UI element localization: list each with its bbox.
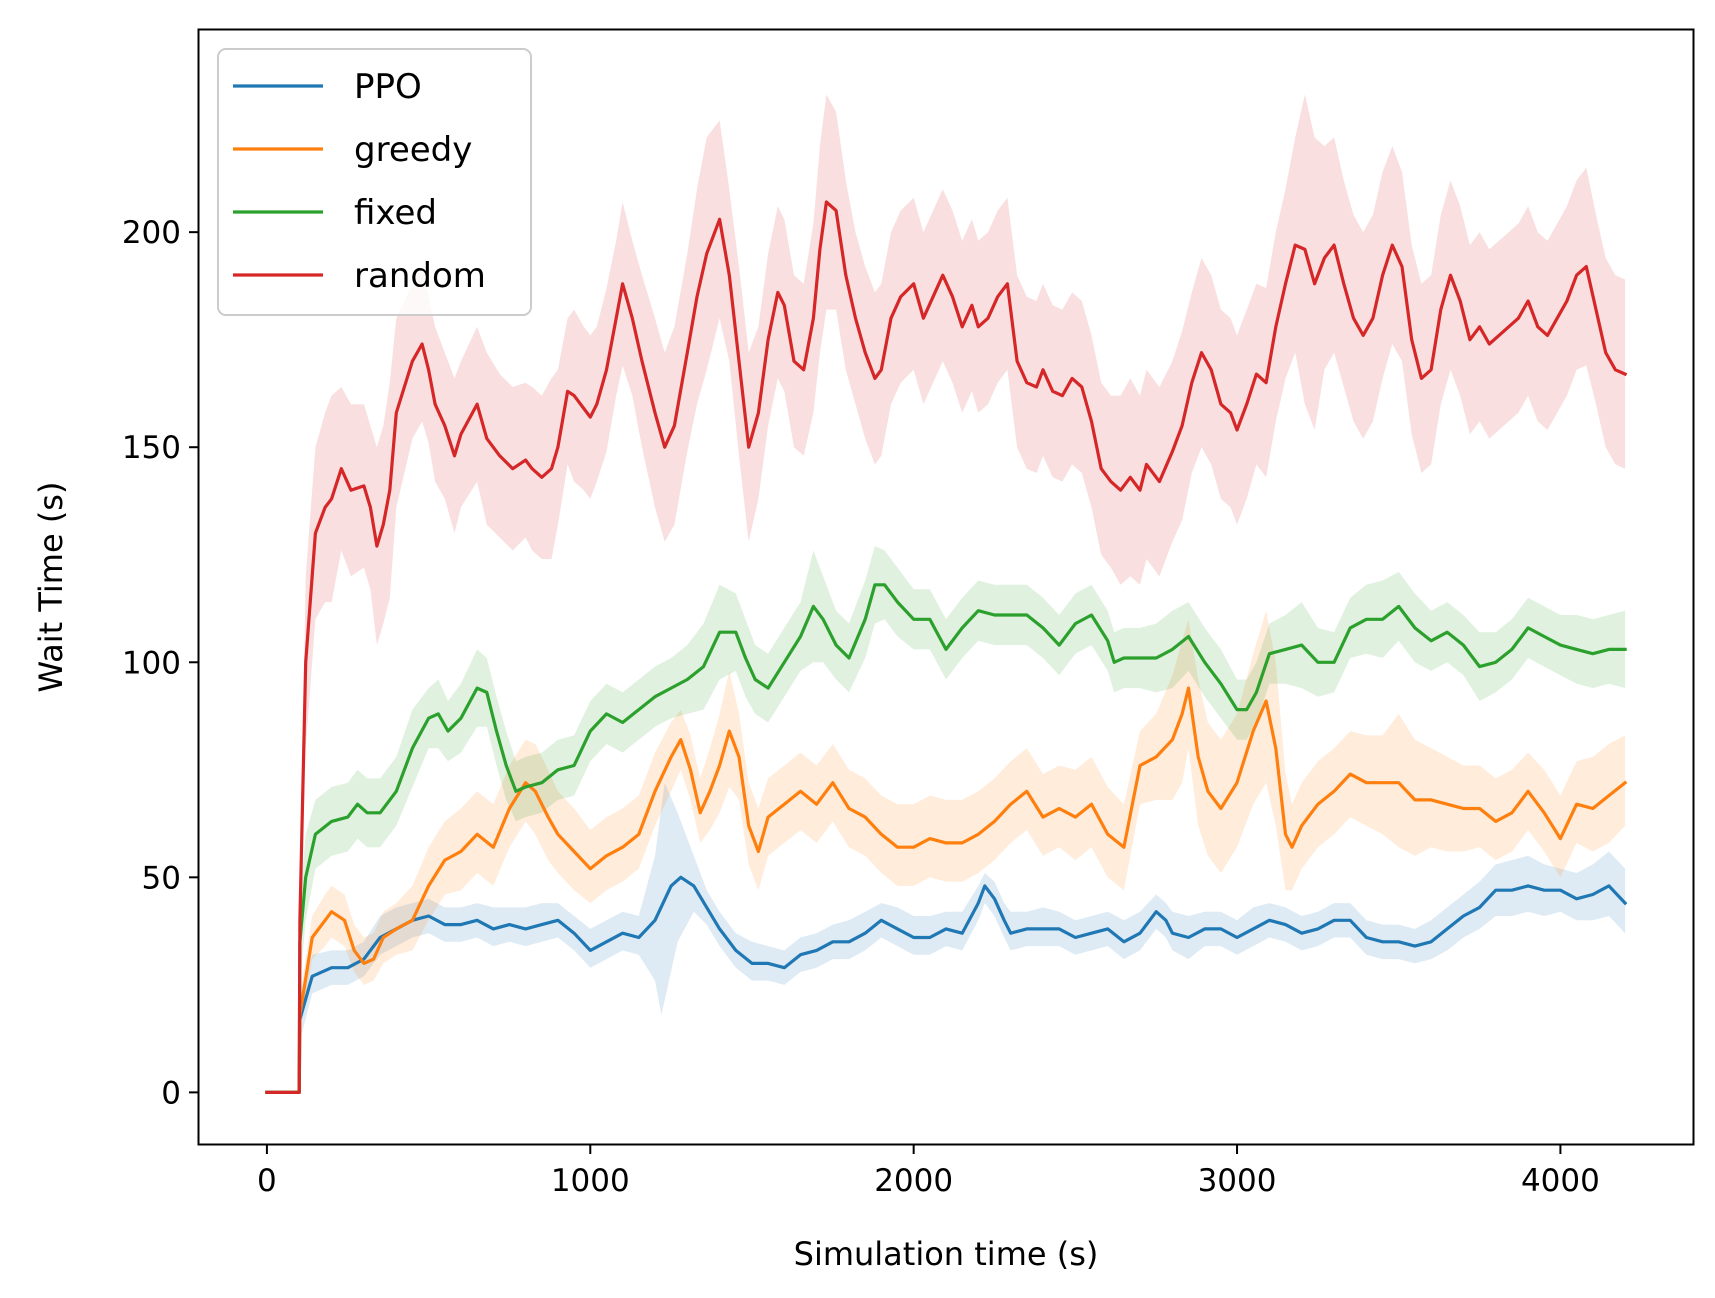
band-ppo <box>266 782 1626 1093</box>
line-fixed <box>265 583 1627 1095</box>
line-greedy <box>265 686 1628 1095</box>
series-lines <box>265 200 1628 1095</box>
confidence-bands <box>266 94 1626 1093</box>
x-tick-label: 1000 <box>551 1163 630 1199</box>
legend-label-greedy: greedy <box>354 130 472 170</box>
band-random <box>266 94 1626 1093</box>
x-axis-label: Simulation time (s) <box>794 1235 1099 1273</box>
x-tick-label: 2000 <box>874 1163 953 1199</box>
legend-frame <box>217 48 532 316</box>
y-tick-label: 100 <box>122 645 181 681</box>
legend-label-fixed: fixed <box>354 193 437 233</box>
y-axis-label: Wait Time (s) <box>32 482 70 693</box>
line-random <box>265 200 1628 1095</box>
y-tick-label: 50 <box>142 860 181 896</box>
y-tick-label: 0 <box>161 1075 181 1111</box>
y-axis-ticks: 0 50 100 150 200 <box>122 215 199 1111</box>
line-ppo <box>265 875 1628 1095</box>
legend-label-random: random <box>354 256 486 296</box>
band-fixed <box>266 546 1626 1093</box>
legend-label-ppo: PPO <box>354 67 422 107</box>
plot-frame <box>197 28 1695 1146</box>
legend: PPO greedy fixed random <box>217 48 532 316</box>
x-tick-label: 3000 <box>1198 1163 1277 1199</box>
x-axis-ticks: 0 1000 2000 3000 4000 <box>257 1144 1600 1199</box>
x-tick-label: 4000 <box>1521 1163 1600 1199</box>
x-tick-label: 0 <box>257 1163 277 1199</box>
band-greedy <box>266 610 1626 1093</box>
y-tick-label: 150 <box>122 430 181 466</box>
y-tick-label: 200 <box>122 215 181 251</box>
